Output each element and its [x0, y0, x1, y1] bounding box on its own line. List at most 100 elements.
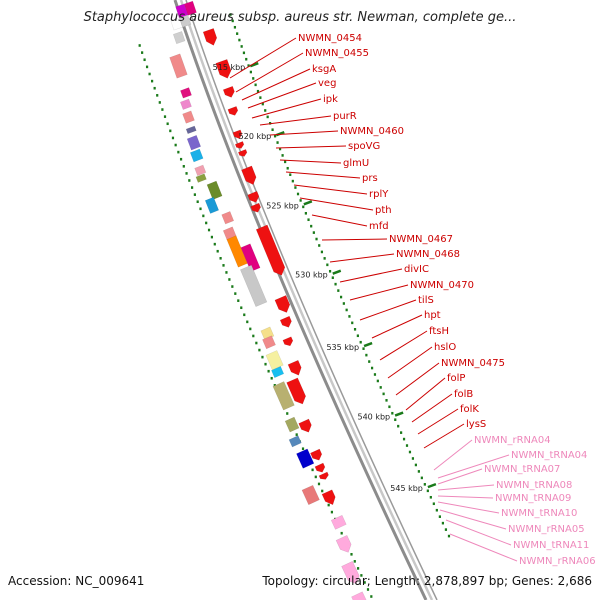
- label-leader-line: [437, 501, 500, 514]
- outer-ruler-dot: [252, 334, 255, 338]
- gene-label[interactable]: NWMN_tRNA09: [495, 493, 571, 504]
- gene-label[interactable]: NWMN_tRNA04: [511, 450, 587, 461]
- gene-label[interactable]: glmU: [343, 158, 369, 169]
- outer-ruler-dot: [321, 489, 324, 493]
- ruler-dot: [294, 186, 297, 189]
- label-leader-line: [311, 214, 368, 227]
- ruler-dot: [310, 224, 313, 228]
- gene-block: [271, 366, 285, 379]
- gene-label[interactable]: NWMN_rRNA04: [474, 435, 551, 446]
- gene-label[interactable]: NWMN_rRNA06: [519, 556, 596, 567]
- outer-ruler-dot: [182, 165, 185, 168]
- ruler-dot: [284, 160, 287, 164]
- outer-ruler: [138, 44, 373, 598]
- gene-arrow: [310, 448, 323, 461]
- gene-label[interactable]: ftsH: [429, 326, 449, 337]
- gene-block: [301, 484, 320, 506]
- outer-ruler-dot: [261, 355, 264, 359]
- gene-label[interactable]: NWMN_0470: [410, 280, 474, 291]
- outer-ruler-dot: [237, 299, 240, 302]
- outer-ruler-dot: [190, 186, 194, 189]
- gene-label[interactable]: NWMN_0454: [298, 33, 362, 44]
- label-leader-line: [349, 284, 409, 301]
- gene-label[interactable]: tilS: [418, 295, 434, 306]
- gene-label[interactable]: NWMN_0455: [305, 48, 369, 59]
- gene-arrow: [227, 106, 239, 116]
- gene-label[interactable]: folK: [460, 404, 479, 415]
- gene-label[interactable]: NWMN_tRNA08: [496, 480, 572, 491]
- gene-label[interactable]: lysS: [466, 419, 486, 430]
- label-leaders: [229, 37, 518, 562]
- ruler-dot: [432, 502, 435, 506]
- ruler-dot: [388, 405, 391, 409]
- outer-ruler-dot: [255, 341, 258, 345]
- gene-label[interactable]: NWMN_0475: [441, 358, 505, 369]
- gene-label[interactable]: folB: [454, 389, 473, 400]
- label-leader-line: [285, 171, 361, 179]
- outer-ruler-dot: [311, 468, 314, 472]
- outer-ruler-dot: [353, 560, 356, 563]
- kbp-tick-label: 545 kbp: [390, 484, 423, 493]
- gene-arrow: [247, 190, 260, 203]
- outer-ruler-dot: [196, 200, 199, 204]
- gene-label[interactable]: hpt: [424, 310, 441, 321]
- gene-label[interactable]: NWMN_0460: [340, 126, 404, 137]
- gene-label[interactable]: hslO: [434, 342, 456, 353]
- gene-label[interactable]: purR: [333, 111, 357, 122]
- outer-ruler-dot: [145, 65, 149, 69]
- ruler-dot: [426, 489, 429, 493]
- gene-label[interactable]: NWMN_rRNA05: [508, 524, 585, 535]
- gene-features: [169, 0, 369, 600]
- gene-label[interactable]: divIC: [404, 264, 429, 275]
- outer-ruler-dot: [366, 588, 370, 591]
- outer-ruler-dot: [177, 150, 180, 154]
- outer-ruler-dot: [199, 207, 202, 211]
- label-leader-line: [417, 408, 459, 435]
- gene-block: [180, 87, 192, 99]
- gene-label[interactable]: pth: [375, 205, 392, 216]
- accession-text: Accession: NC_009641: [8, 574, 145, 588]
- gene-block: [265, 350, 284, 371]
- gene-label[interactable]: spoVG: [348, 141, 380, 152]
- gene-block: [272, 381, 295, 411]
- gene-label[interactable]: ipk: [323, 94, 338, 105]
- gene-label[interactable]: NWMN_0467: [389, 234, 453, 245]
- gene-label[interactable]: mfd: [369, 221, 389, 232]
- outer-ruler-dot: [370, 595, 373, 598]
- ruler-dot: [266, 115, 269, 119]
- gene-label[interactable]: prs: [362, 173, 378, 184]
- outer-ruler-dot: [148, 72, 151, 76]
- gene-label[interactable]: NWMN_tRNA07: [484, 464, 560, 475]
- label-leader-line: [395, 362, 440, 396]
- ruler-dot: [328, 269, 332, 273]
- outer-ruler-dot: [156, 94, 159, 97]
- ruler-dot: [307, 218, 310, 222]
- outer-ruler-dot: [286, 412, 289, 415]
- outer-ruler-dot: [360, 574, 363, 577]
- ruler-dot: [289, 173, 292, 176]
- label-leader-line: [445, 519, 512, 546]
- ruler-dot: [402, 437, 406, 441]
- gene-label[interactable]: NWMN_0468: [396, 249, 460, 260]
- ruler-dot: [254, 83, 257, 87]
- gene-label[interactable]: rplY: [369, 189, 389, 200]
- kbp-tick-mark: [427, 482, 437, 489]
- outer-ruler-dot: [210, 235, 214, 239]
- gene-label[interactable]: folP: [447, 373, 465, 384]
- ruler-dot: [400, 431, 403, 434]
- kbp-tick-label: 515 kbp: [213, 63, 246, 72]
- gene-label[interactable]: veg: [318, 78, 336, 89]
- ruler-dot: [273, 134, 277, 138]
- gene-arrow: [298, 418, 312, 433]
- ruler-dot: [411, 457, 415, 460]
- gene-block: [240, 264, 268, 307]
- gene-arrow: [341, 560, 360, 585]
- map-title: Staphylococcus aureus subsp. aureus str.…: [83, 10, 517, 25]
- ruler-dot: [261, 102, 264, 106]
- kbp-tick-label: 530 kbp: [295, 271, 328, 280]
- label-leader-line: [387, 346, 433, 379]
- gene-label[interactable]: NWMN_tRNA10: [501, 508, 577, 519]
- gene-arrow: [234, 141, 245, 149]
- gene-label[interactable]: NWMN_tRNA11: [513, 540, 589, 551]
- gene-label[interactable]: ksgA: [312, 64, 336, 75]
